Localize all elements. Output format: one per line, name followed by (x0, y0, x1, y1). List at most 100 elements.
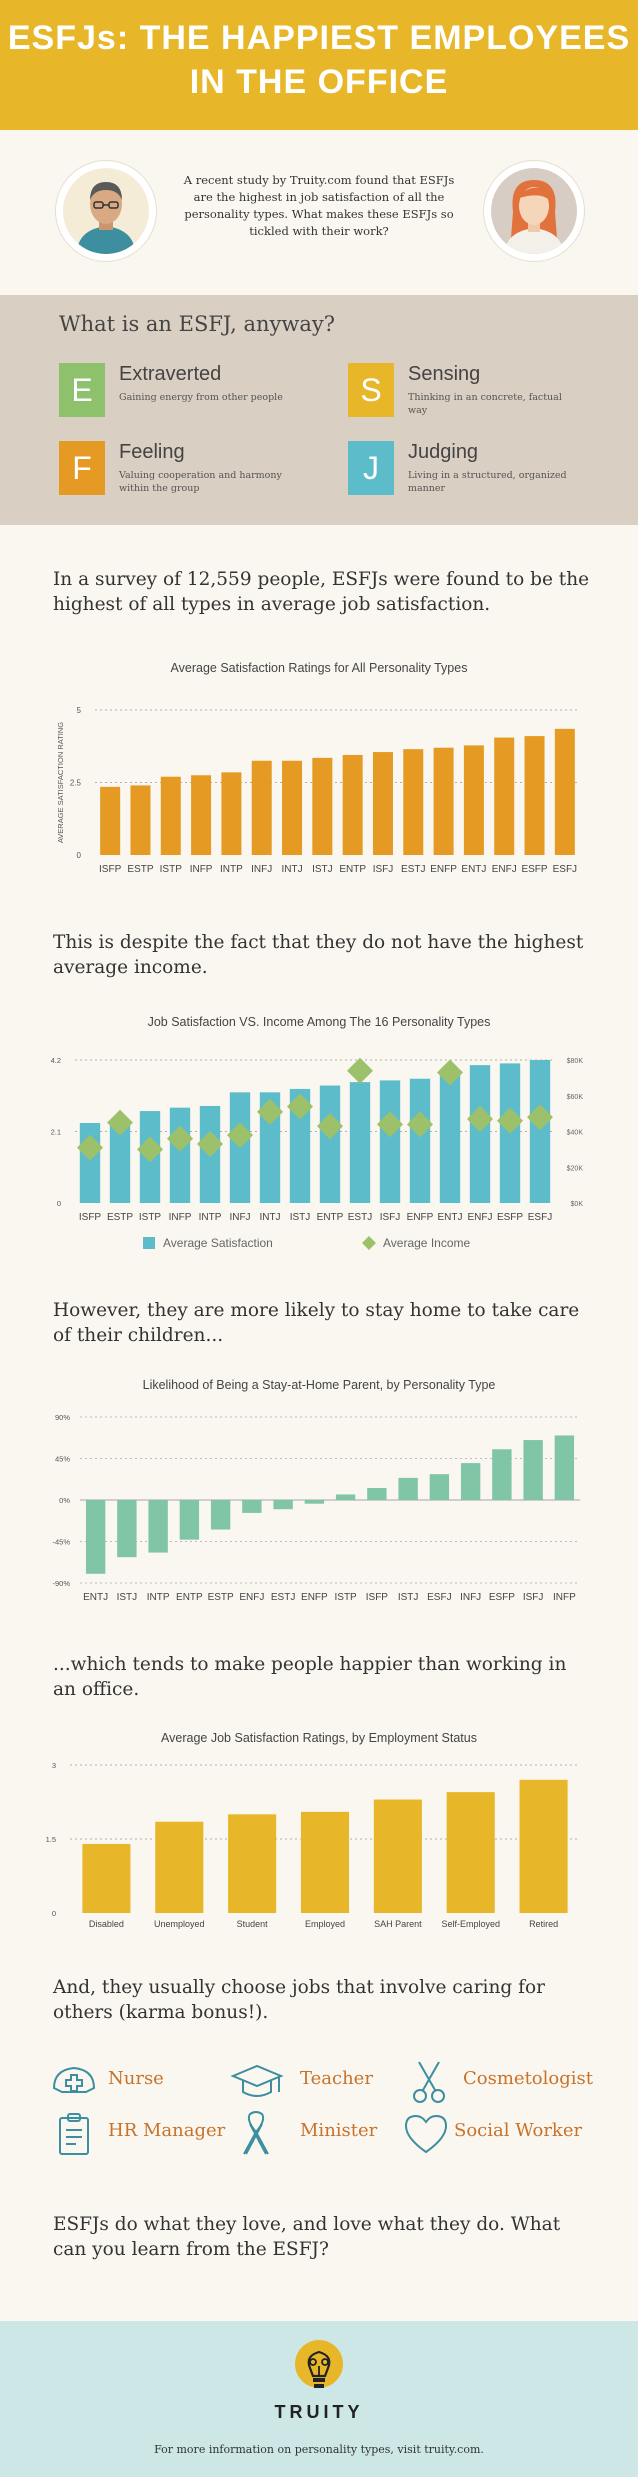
y-tick-label: 1.5 (46, 1835, 56, 1844)
chart-title: Job Satisfaction VS. Income Among The 16… (147, 1015, 491, 1029)
x-tick-label: ESTP (107, 1212, 133, 1223)
x-tick-label: INTP (199, 1212, 222, 1223)
male-avatar (55, 160, 157, 262)
bar (169, 1107, 191, 1203)
bar (160, 776, 181, 855)
bar (460, 1463, 481, 1500)
x-tick-label: ISFP (99, 864, 122, 875)
bar (210, 1500, 231, 1530)
bar (304, 1500, 325, 1504)
x-tick-label: ISFP (79, 1212, 102, 1223)
x-tick-label: ENFJ (492, 864, 517, 875)
heading-closing: ESFJs do what they love, and love what t… (53, 2214, 561, 2260)
x-tick-label: ESTJ (348, 1212, 372, 1223)
bar (367, 1488, 387, 1500)
bar (117, 1500, 137, 1558)
bar (429, 1474, 450, 1500)
income-marker (287, 1093, 313, 1120)
income-marker (467, 1105, 493, 1132)
x-tick-label: ENTJ (83, 1592, 108, 1603)
x-tick-label: INTJ (259, 1212, 280, 1223)
bar (439, 1074, 461, 1203)
income-marker (347, 1057, 373, 1084)
y-tick-label-right: $60K (567, 1094, 584, 1101)
y-tick-label-left: 2.1 (51, 1128, 61, 1137)
bar (148, 1500, 168, 1553)
job-label: Cosmetologist (463, 2068, 593, 2089)
x-tick-label: Retired (529, 1919, 558, 1929)
x-tick-label: ISFJ (523, 1592, 544, 1603)
x-tick-label: ENFP (407, 1212, 434, 1223)
x-tick-label: INFP (553, 1592, 576, 1603)
header-band (0, 0, 638, 130)
x-tick-label: ISFP (366, 1592, 389, 1603)
x-tick-label: INFJ (460, 1592, 481, 1603)
y-tick-label: 90% (55, 1413, 70, 1422)
x-tick-label: Disabled (89, 1919, 124, 1929)
bar (463, 745, 484, 855)
trait-name: Extraverted (119, 363, 222, 385)
female-avatar (483, 160, 585, 262)
bar (259, 1092, 281, 1203)
income-marker (317, 1113, 343, 1140)
x-tick-label: INFJ (229, 1212, 250, 1223)
income-marker (167, 1125, 193, 1152)
bar (155, 1821, 204, 1913)
bar (523, 1440, 543, 1500)
bar (379, 1080, 401, 1203)
y-tick-label: -45% (52, 1538, 70, 1547)
legend-label: Average Satisfaction (163, 1236, 273, 1250)
what-title: What is an ESFJ, anyway? (59, 312, 335, 336)
x-tick-label: ISTP (335, 1592, 358, 1603)
bar (191, 775, 212, 855)
x-tick-label: ENTJ (438, 1212, 463, 1223)
x-tick-label: ISTJ (117, 1592, 138, 1603)
y-tick-label: 3 (52, 1761, 56, 1770)
income-marker (497, 1107, 523, 1134)
y-tick-label-right: $20K (567, 1165, 584, 1172)
bar (398, 1477, 418, 1500)
x-tick-label: ENTP (339, 864, 366, 875)
y-tick-label-right: $80K (567, 1058, 584, 1065)
bar (373, 1799, 422, 1913)
income-marker (527, 1104, 553, 1131)
x-tick-label: ESTJ (401, 864, 425, 875)
heading-office: ...which tends to make people happier th… (53, 1654, 567, 1700)
x-tick-label: ESFP (497, 1212, 523, 1223)
heart-icon (404, 2114, 448, 2154)
nurse-cap-icon (52, 2066, 96, 2093)
lightbulb-logo-icon (295, 2340, 343, 2388)
chart-title: Average Satisfaction Ratings for All Per… (170, 661, 468, 675)
x-tick-label: ESTP (208, 1592, 234, 1603)
job-label: Nurse (108, 2068, 164, 2089)
bar (554, 728, 575, 855)
y-axis-label: AVERAGE SATISFACTION RATING (56, 722, 65, 843)
bar (403, 749, 424, 855)
x-tick-label: INTJ (281, 864, 302, 875)
job-label: Teacher (300, 2068, 373, 2089)
bar (282, 760, 303, 855)
x-tick-label: ENFP (430, 864, 457, 875)
bar (82, 1843, 131, 1913)
trait-name: Feeling (119, 441, 185, 463)
x-tick-label: ISTJ (312, 864, 333, 875)
x-tick-label: ISTP (139, 1212, 162, 1223)
footer-text: For more information on personality type… (154, 2443, 484, 2456)
x-tick-label: ESFP (521, 864, 547, 875)
stay-home-chart: -90% -45% 0% 45% 90% ENTJ ISTJ INTP ENTP ESTP ENFJ… (52, 1413, 580, 1603)
bar (242, 1500, 262, 1513)
chart-title: Likelihood of Being a Stay-at-Home Paren… (142, 1378, 496, 1392)
income-marker (437, 1059, 463, 1086)
bar (130, 785, 151, 855)
x-tick-label: Unemployed (154, 1919, 205, 1929)
x-tick-label: ENTJ (461, 864, 486, 875)
x-tick-label: ENTP (176, 1592, 203, 1603)
y-tick-label-right: $40K (567, 1130, 584, 1137)
legend-label: Average Income (383, 1236, 470, 1250)
bar (312, 757, 333, 855)
bar (289, 1088, 311, 1203)
x-tick-label: INFP (190, 864, 213, 875)
y-tick-label-left: 4.2 (51, 1056, 61, 1065)
bar (469, 1065, 491, 1203)
what-is-esfj-band (0, 295, 638, 525)
